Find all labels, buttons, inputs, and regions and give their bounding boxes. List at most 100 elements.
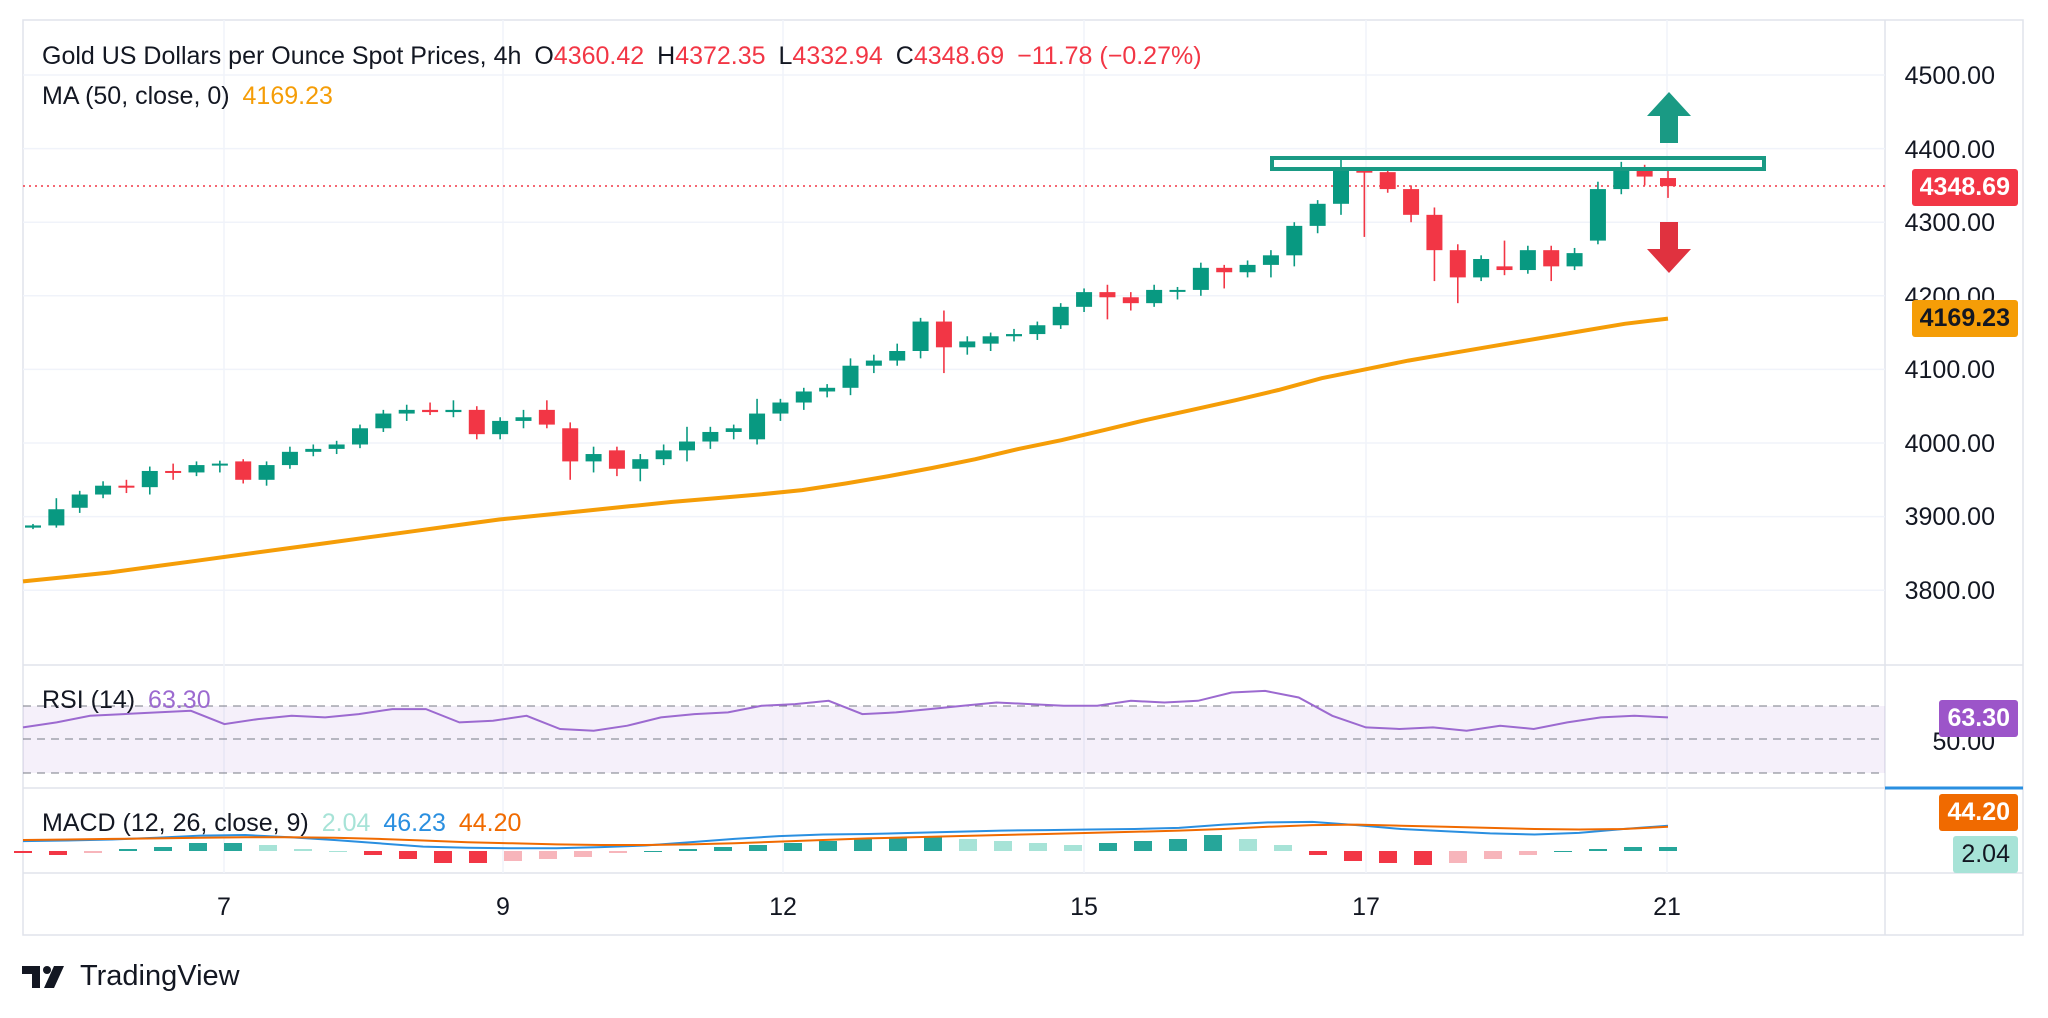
candle-body <box>772 402 789 414</box>
candle <box>1309 200 1326 234</box>
candle-body <box>398 409 415 414</box>
macd-hist-bar <box>924 837 942 851</box>
candle <box>1192 262 1209 296</box>
candle-body <box>1216 267 1233 273</box>
candle-body <box>1333 170 1349 204</box>
candle-body <box>935 321 952 348</box>
candle-body <box>305 448 322 452</box>
candle <box>1216 264 1233 289</box>
macd-value: 46.23 <box>383 809 446 837</box>
candle <box>1052 303 1069 329</box>
close-value: 4348.69 <box>913 42 1005 70</box>
macd-hist-bar <box>1414 851 1432 865</box>
candle <box>1543 245 1560 282</box>
macd-hist-bar <box>399 851 417 859</box>
candle <box>632 454 649 482</box>
candle-body <box>1636 167 1653 177</box>
candle-body <box>632 459 649 469</box>
candle <box>842 358 859 396</box>
candle <box>71 490 88 513</box>
macd-label: MACD (12, 26, close, 9) <box>42 809 309 837</box>
candle <box>468 406 485 440</box>
candle-body <box>141 470 158 488</box>
candle <box>352 424 368 449</box>
macd-hist-bar <box>1309 851 1327 855</box>
down-arrow-icon <box>1647 222 1691 273</box>
macd-hist-bar <box>1169 839 1187 851</box>
macd-hist-bar <box>959 839 977 851</box>
high-label: H <box>657 42 676 70</box>
y-tick: 3900.00 <box>1904 503 1995 531</box>
candle <box>141 466 158 495</box>
candle-body <box>1589 189 1606 241</box>
candle-body <box>468 409 485 435</box>
macd-hist-bar <box>1064 845 1082 851</box>
tradingview-brand[interactable]: TradingView <box>22 960 240 993</box>
candle <box>772 398 789 421</box>
candle-body <box>912 321 929 351</box>
candle <box>48 498 65 528</box>
candle-body <box>679 441 695 451</box>
candle-body <box>352 428 368 445</box>
rsi-legend: RSI (14) 63.30 <box>42 686 217 715</box>
macd-hist-bar <box>224 843 242 851</box>
macd-hist-bar <box>889 837 907 851</box>
candle <box>281 446 298 469</box>
low-label: L <box>778 42 793 70</box>
candle-body <box>1262 255 1279 265</box>
macd-hist-bar <box>1204 835 1222 851</box>
rsi-label: RSI (14) <box>42 686 136 714</box>
signal-line <box>22 823 1669 846</box>
y-tick: 4100.00 <box>1904 356 1995 384</box>
candle <box>1076 288 1093 312</box>
candle <box>1029 321 1046 340</box>
macd-hist-bar <box>854 839 872 851</box>
candles <box>25 159 1676 530</box>
candle <box>445 400 462 418</box>
candle <box>1449 244 1466 304</box>
candle-body <box>48 509 65 526</box>
candle <box>562 422 579 480</box>
candle <box>889 343 906 366</box>
signal-value: 44.20 <box>458 809 522 837</box>
ma-legend: MA (50, close, 0) 4169.23 <box>42 82 339 111</box>
macd-hist-bar <box>644 851 662 852</box>
ma-value: 4169.23 <box>242 82 333 110</box>
candle-body <box>749 413 766 440</box>
candle <box>165 463 182 480</box>
candle-body <box>1543 250 1560 267</box>
candle-body <box>1379 172 1396 190</box>
candle-body <box>1403 189 1420 215</box>
y-tick: 3800.00 <box>1904 577 1995 605</box>
candle <box>1099 284 1116 320</box>
candle-body <box>1099 292 1116 298</box>
ma-price-tag: 4169.23 <box>1911 300 2018 337</box>
candle-body <box>258 465 275 480</box>
x-tick: 9 <box>496 893 510 921</box>
macd-hist-bar <box>679 849 697 851</box>
candle <box>912 317 929 359</box>
candle <box>188 461 205 477</box>
candle-body <box>842 365 859 388</box>
x-tick: 12 <box>769 893 797 921</box>
candle <box>328 440 345 455</box>
candle-body <box>562 428 579 462</box>
x-tick: 17 <box>1352 893 1380 921</box>
macd-hist-bar <box>84 851 102 853</box>
macd-hist-bar <box>1099 843 1117 851</box>
candle-body <box>1192 267 1209 290</box>
macd-hist-bar <box>749 845 767 851</box>
ma50-line <box>22 316 1669 584</box>
candle-body <box>1519 250 1536 271</box>
macd-hist-bar <box>1554 851 1572 852</box>
candle-body <box>865 360 882 366</box>
candle <box>258 461 275 486</box>
candle <box>725 424 742 440</box>
candle <box>1239 260 1256 278</box>
candle-body <box>889 351 906 361</box>
macd-hist-bar <box>329 851 347 852</box>
macd-hist-bar <box>154 847 172 851</box>
candle <box>1473 255 1490 282</box>
resistance-zone <box>1270 156 1766 171</box>
